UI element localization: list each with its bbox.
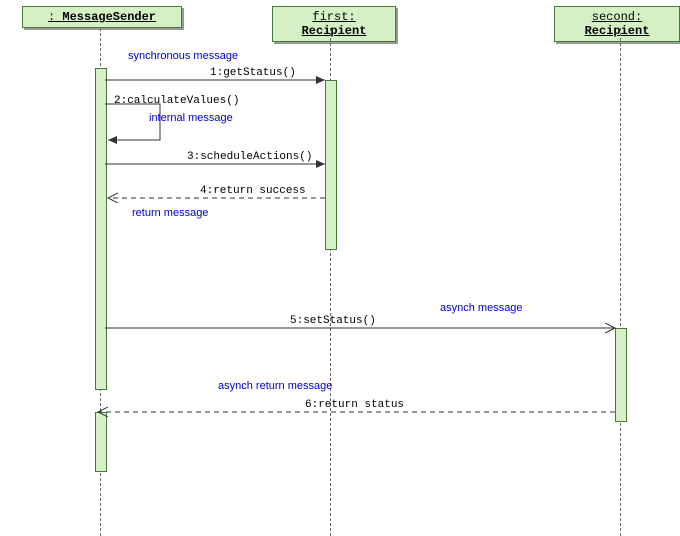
arrows-layer (0, 0, 680, 536)
note-asynch-return: asynch return message (218, 380, 332, 392)
message-label-setstatus: 5:setStatus() (290, 315, 376, 327)
message-label-getstatus: 1:getStatus() (210, 67, 296, 79)
note-internal: internal message (149, 112, 233, 124)
message-label-return-status: 6:return status (305, 399, 404, 411)
message-label-return-success: 4:return success (200, 185, 306, 197)
note-return: return message (132, 207, 208, 219)
message-label-scheduleactions: 3:scheduleActions() (187, 151, 312, 163)
note-synchronous: synchronous message (128, 50, 238, 62)
message-label-calculatevalues: 2:calculateValues() (114, 95, 239, 107)
note-asynch: asynch message (440, 302, 523, 314)
